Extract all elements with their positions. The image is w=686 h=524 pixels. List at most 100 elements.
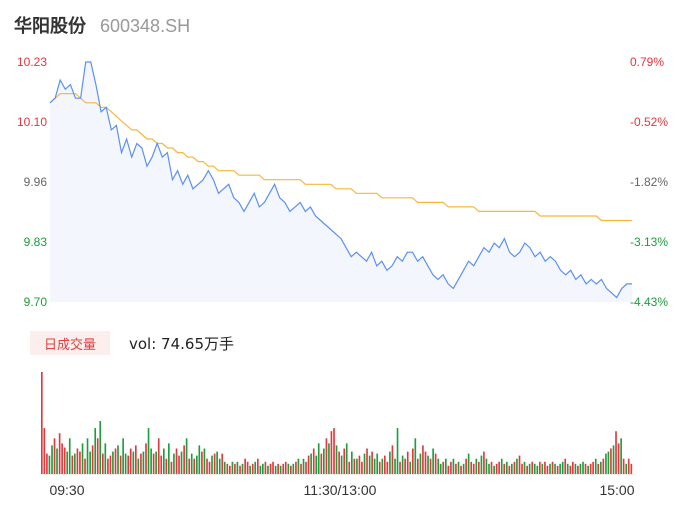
volume-bar (257, 458, 259, 474)
stock-name: 华阳股份 (14, 16, 86, 37)
volume-bar (381, 458, 384, 474)
volume-bar (147, 428, 150, 474)
volume-bar (86, 438, 89, 474)
volume-bar (345, 443, 348, 474)
volume-bar (269, 463, 272, 474)
volume-bar (493, 465, 495, 474)
volume-bar (579, 463, 582, 474)
volume-bar (325, 438, 328, 474)
volume-bar (315, 455, 318, 474)
volume-bar (96, 438, 99, 474)
volume-bar (89, 451, 91, 474)
x-tick-label: 15:00 (599, 482, 634, 498)
y-tick-label-left: 10.23 (17, 55, 47, 69)
volume-bar (556, 465, 559, 474)
volume-bar (406, 451, 409, 474)
volume-bar (368, 455, 371, 474)
volume-bar (190, 453, 193, 474)
volume-bar (627, 458, 630, 474)
volume-bar (340, 455, 343, 474)
price-area-fill (50, 62, 632, 302)
volume-bar (437, 458, 440, 474)
y-tick-label-right: -3.13% (630, 235, 668, 249)
volume-bar (61, 443, 63, 474)
volume-bar (79, 451, 81, 474)
volume-bar (587, 465, 589, 474)
volume-bar (180, 451, 183, 474)
volume-bar (544, 461, 546, 474)
volume-bar (104, 443, 107, 474)
volume-bar (295, 461, 297, 474)
volume-bar (229, 465, 231, 474)
volume-bar (625, 463, 628, 474)
volume-bar (274, 465, 277, 474)
y-tick-label-right: -1.82% (630, 175, 668, 189)
price-line (49, 61, 632, 299)
volume-bar (305, 461, 307, 474)
volume-bar (282, 463, 285, 474)
volume-bar (259, 465, 262, 474)
volume-bar (539, 461, 541, 474)
volume-bar (523, 461, 526, 474)
volume-value: vol: 74.65万手 (129, 335, 234, 353)
volume-bar (483, 451, 485, 474)
volume-bar (142, 451, 145, 474)
volume-bar (94, 428, 97, 474)
volume-bar (607, 451, 610, 474)
volume-bar (462, 463, 465, 474)
volume-bar (117, 445, 119, 474)
volume-bar (366, 448, 368, 474)
volume-bar (417, 458, 419, 474)
volume-bar (203, 448, 206, 474)
x-tick-label: 11:30/13:00 (304, 482, 377, 498)
volume-bar (569, 465, 572, 474)
volume-bar (394, 458, 396, 474)
volume-bar (467, 453, 470, 474)
volume-bar (582, 461, 584, 474)
volume-bar (211, 455, 213, 474)
volume-bar (185, 438, 188, 474)
volume-bar (119, 455, 122, 474)
volume-bar (91, 445, 94, 474)
volume-bar (74, 453, 76, 474)
volume-bar (264, 461, 267, 474)
volume-bar (302, 458, 305, 474)
volume-bar (455, 463, 457, 474)
volume-bar (81, 443, 84, 474)
volume-bar (249, 465, 251, 474)
volume-bar (66, 451, 69, 474)
volume-bar (193, 458, 196, 474)
volume-bar (541, 463, 544, 474)
volume-bar (600, 461, 602, 474)
volume-bar (272, 461, 274, 474)
volume-bar (150, 448, 152, 474)
volume-bar (592, 461, 594, 474)
volume-bar (577, 465, 579, 474)
volume-bar (244, 458, 246, 474)
volume-bar (155, 451, 157, 474)
volume-bar (503, 463, 506, 474)
volume-bar (561, 461, 564, 474)
volume-bar (429, 458, 432, 474)
volume-bar (262, 463, 264, 474)
volume-bar (267, 465, 269, 474)
volume-bar (531, 461, 534, 474)
volume-bar (63, 447, 66, 474)
volume-bar (572, 461, 574, 474)
volume-bar (384, 455, 386, 474)
volume-bar (602, 458, 605, 474)
y-tick-label-right: -0.52% (630, 115, 668, 129)
stock-header: 华阳股份 600348.SH (14, 12, 190, 40)
volume-bar (376, 453, 379, 474)
volume-bar (223, 461, 226, 474)
daily-volume-tab[interactable]: 日成交量 (30, 331, 110, 355)
y-tick-label-left: 9.70 (24, 295, 48, 309)
volume-bar (76, 448, 79, 474)
volume-bar (597, 463, 600, 474)
volume-bar (152, 453, 155, 474)
volume-bar (112, 451, 114, 474)
volume-bar (188, 458, 191, 474)
volume-bar (122, 438, 124, 474)
volume-bar (373, 458, 376, 474)
volume-bar (612, 445, 615, 474)
